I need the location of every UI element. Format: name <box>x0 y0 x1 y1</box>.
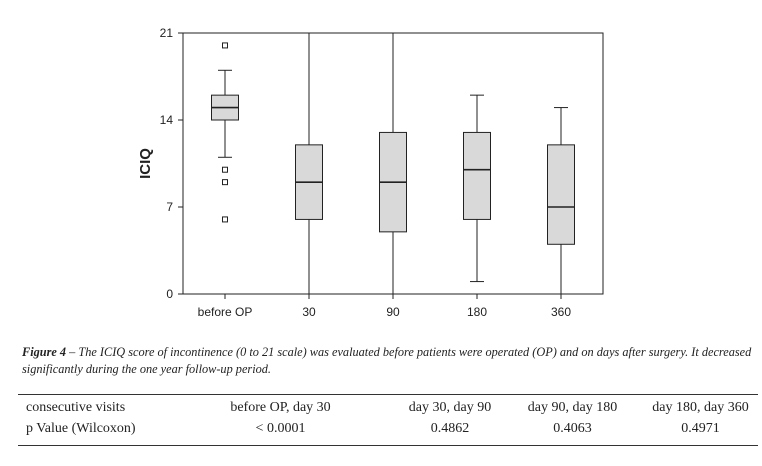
y-axis: 0 7 14 21 <box>160 26 183 301</box>
y-axis-label: ICIQ <box>137 148 154 179</box>
x-tick-label: 360 <box>551 305 571 319</box>
table-header-cell: day 90, day 180 <box>527 400 618 415</box>
box-group <box>211 42 239 223</box>
outlier-point <box>222 216 228 223</box>
box-group <box>379 33 407 294</box>
x-tick-label: 30 <box>302 305 316 319</box>
figure-label: Figure 4 <box>22 345 67 359</box>
outlier-point <box>222 42 228 49</box>
table-cell: 0.4862 <box>430 421 470 436</box>
y-tick-label: 7 <box>166 200 173 214</box>
y-tick-label: 0 <box>166 287 173 301</box>
table-header-cell: day 30, day 90 <box>408 400 492 415</box>
table-cell: p Value (Wilcoxon) <box>26 421 136 436</box>
box-group <box>295 33 323 294</box>
x-tick-label: 90 <box>386 305 400 319</box>
y-tick-label: 14 <box>160 113 174 127</box>
outlier-point <box>222 179 228 186</box>
table-bottom-rule <box>18 445 758 446</box>
table-header-cell: before OP, day 30 <box>230 400 331 415</box>
figure-caption: Figure 4 – The ICIQ score of incontinenc… <box>22 344 757 378</box>
box-group <box>547 107 575 294</box>
outlier-point <box>222 166 228 173</box>
x-axis: before OP 30 90 180 360 <box>198 294 571 319</box>
boxes-layer <box>211 33 575 294</box>
caption-text: – The ICIQ score of incontinence (0 to 2… <box>22 345 752 376</box>
table-row: p Value (Wilcoxon) < 0.0001 0.4862 0.406… <box>18 420 758 441</box>
box-group <box>463 94 491 283</box>
table-top-rule <box>18 394 758 395</box>
table-header-cell: consecutive visits <box>26 400 126 415</box>
box-plot-chart: 0 7 14 21 before OP 30 90 180 360 ICIQ <box>137 26 604 319</box>
wilcoxon-table: consecutive visits before OP, day 30 day… <box>18 394 758 446</box>
table-cell: 0.4063 <box>553 421 592 436</box>
table-cell: < 0.0001 <box>255 421 306 436</box>
box <box>463 131 491 220</box>
table-header-cell: day 180, day 360 <box>652 400 749 415</box>
box <box>547 144 575 245</box>
table-header-row: consecutive visits before OP, day 30 day… <box>18 399 758 420</box>
x-tick-label: before OP <box>198 305 253 319</box>
y-tick-label: 21 <box>160 26 174 40</box>
x-tick-label: 180 <box>467 305 487 319</box>
table-cell: 0.4971 <box>681 421 720 436</box>
